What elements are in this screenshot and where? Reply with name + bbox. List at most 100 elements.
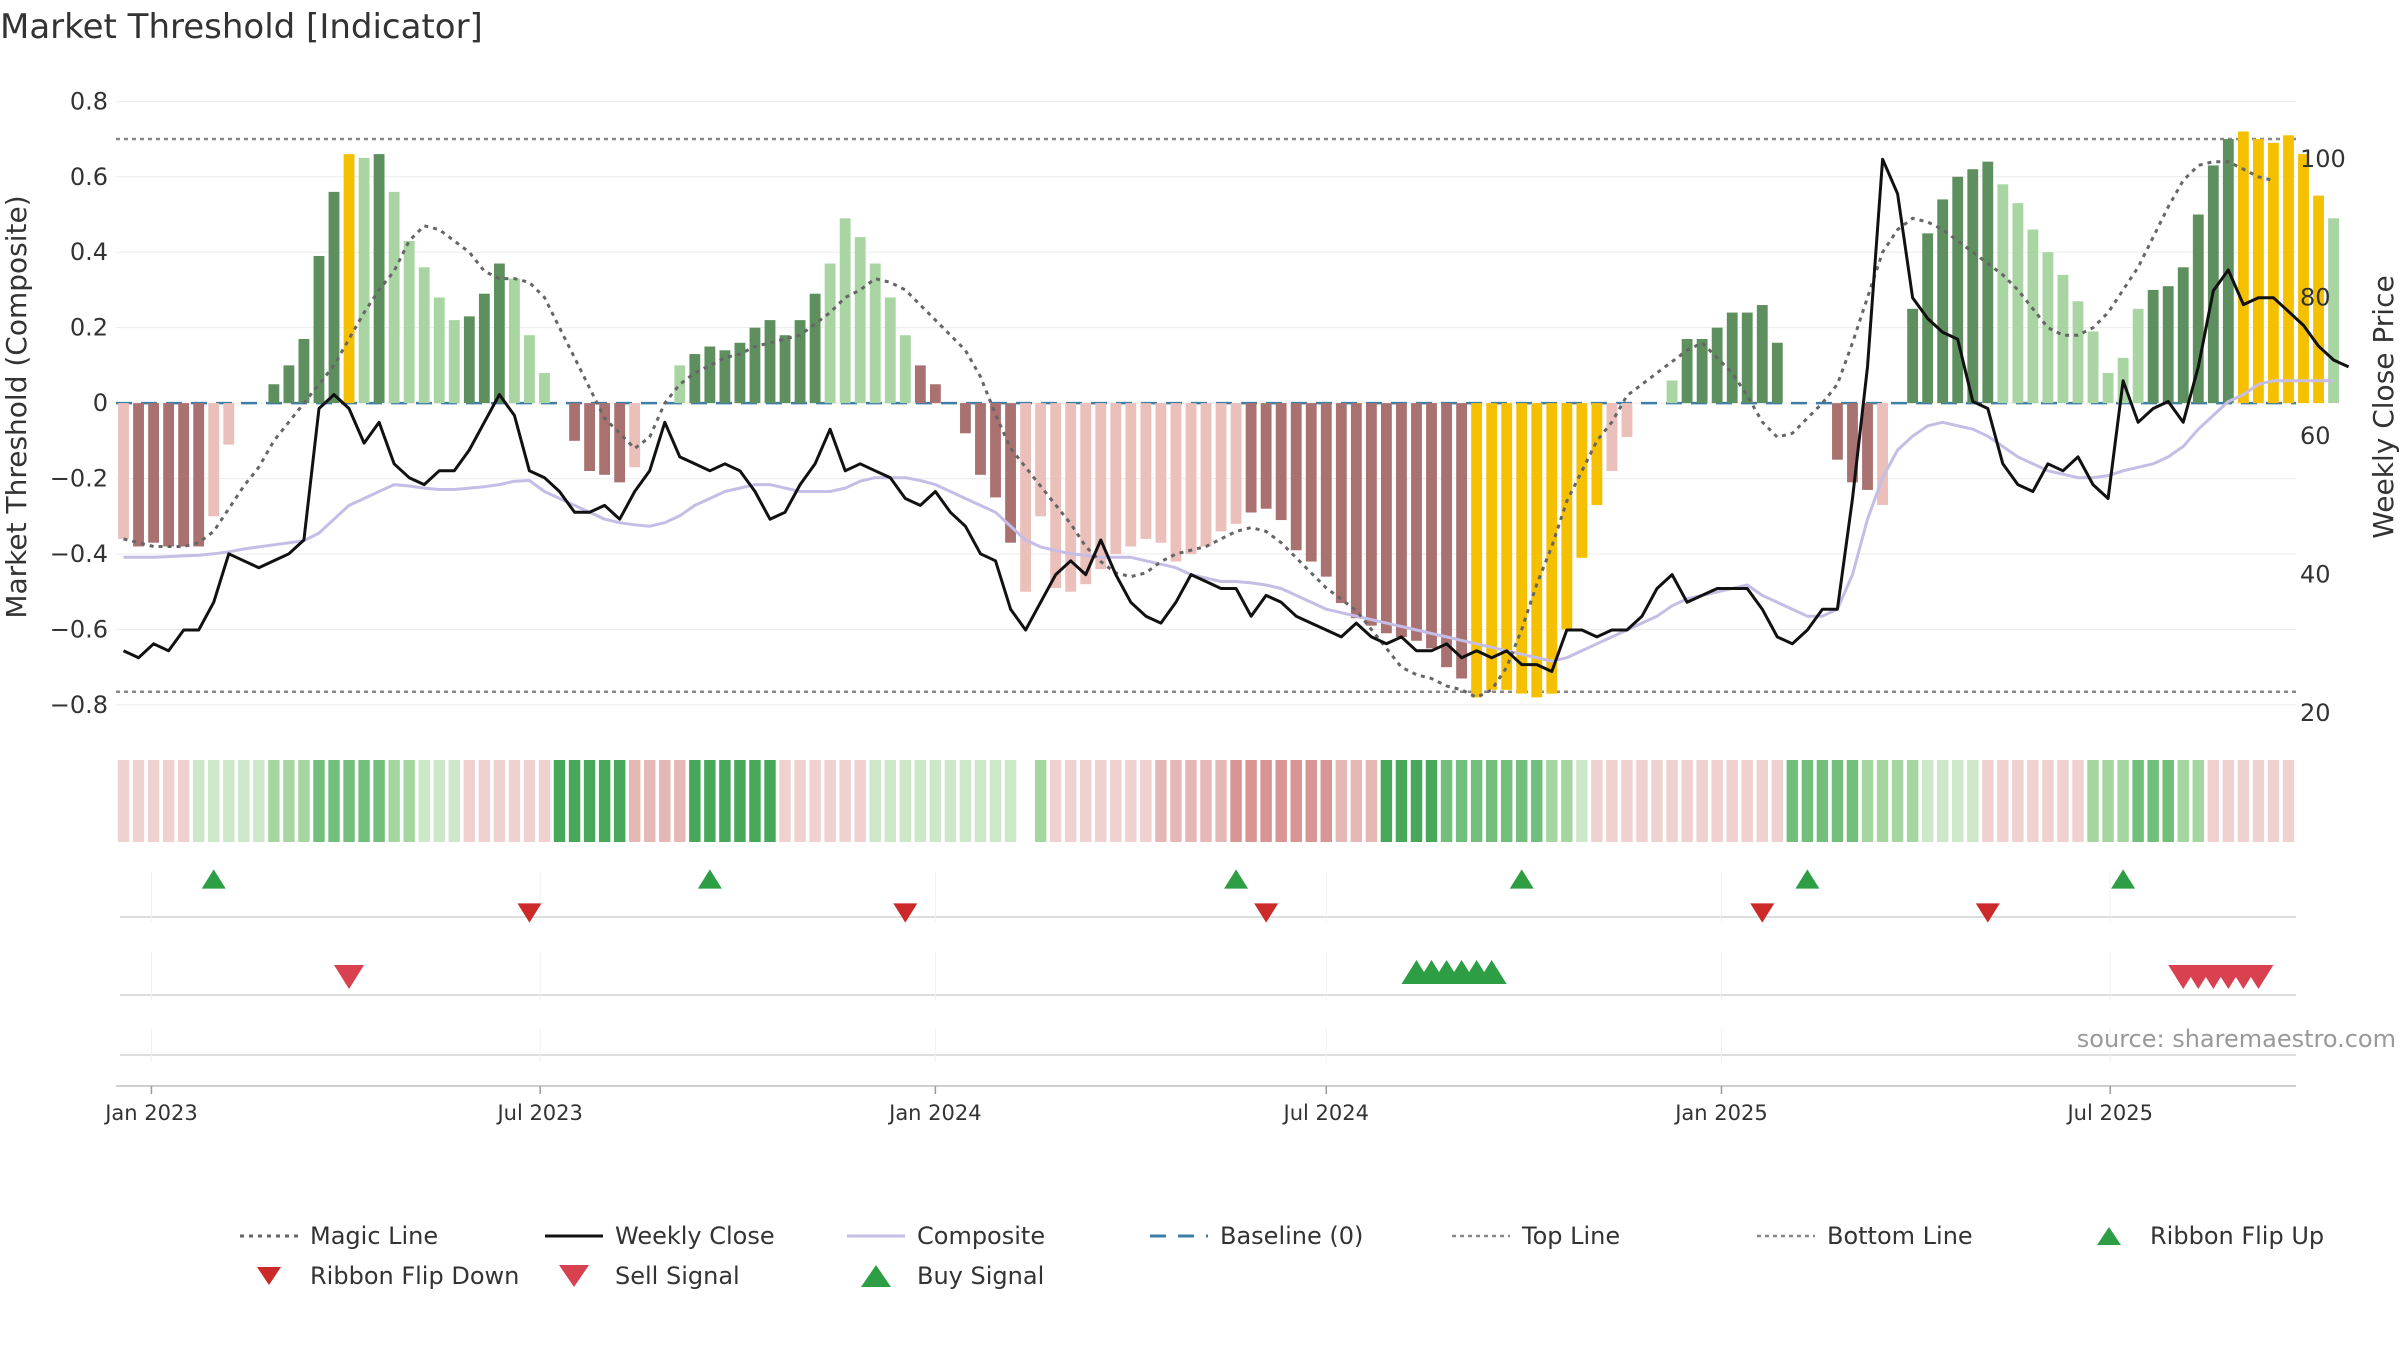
ribbon-cell (1756, 760, 1768, 842)
ribbon-cell (989, 760, 1002, 842)
composite-bar (268, 384, 280, 404)
legend-item-flipup: Ribbon Flip Up (2097, 1222, 2324, 1250)
composite-bar (854, 237, 866, 404)
composite-line (123, 379, 2334, 663)
ribbon-cell (1952, 760, 1964, 842)
ribbon-cell (1034, 760, 1047, 842)
ribbon-flip-up-marker (1509, 869, 1534, 889)
ribbon-cell (508, 760, 521, 842)
right-tick-label: 80 (2300, 284, 2331, 312)
composite-bar (1020, 403, 1031, 592)
ribbon-cell (1921, 760, 1934, 842)
ribbon-cell (1290, 760, 1302, 842)
ribbon-cell (1305, 760, 1317, 842)
composite-bar (509, 278, 520, 404)
x-tick-label: Jul 2025 (2065, 1101, 2152, 1125)
ribbon-cell (418, 760, 430, 842)
composite-bar (584, 403, 595, 472)
ribbon-cell (298, 760, 310, 842)
composite-bar (1471, 403, 1483, 698)
composite-bar (1606, 403, 1618, 472)
ribbon-cell (2072, 760, 2084, 842)
ribbon-cell (1936, 760, 1949, 842)
composite-bar (223, 403, 235, 445)
composite-bar (1320, 403, 1332, 577)
composite-bar (1726, 312, 1738, 404)
composite-bar (1832, 403, 1843, 460)
ribbon-cell (974, 760, 987, 842)
composite-bar (2072, 301, 2084, 404)
composite-bar (2298, 154, 2309, 404)
ribbon-cell (839, 760, 851, 842)
ribbon-cell (117, 760, 130, 842)
ribbon-cell (538, 760, 551, 842)
composite-bar (1200, 403, 1212, 547)
ribbon-cell (2162, 760, 2174, 842)
ribbon-cell (1741, 760, 1753, 842)
ribbon-cell (1260, 760, 1272, 842)
composite-bar (2027, 229, 2039, 404)
ribbon-cell (478, 760, 491, 842)
ribbon-cell (253, 760, 265, 842)
ribbon-cell (1365, 760, 1378, 842)
composite-bar (1230, 403, 1242, 524)
ribbon-cell (1531, 760, 1543, 842)
legend-swatch (559, 1265, 589, 1287)
ribbon-cell (2102, 760, 2114, 842)
ribbon-cell (1846, 760, 1859, 842)
ribbon-cell (1621, 760, 1633, 842)
composite-bar (929, 384, 941, 404)
ribbon-cell (1049, 760, 1062, 842)
composite-bar (2132, 308, 2144, 404)
composite-bar (614, 403, 626, 483)
composite-bar (884, 297, 896, 404)
magic-line (123, 160, 2274, 700)
ribbon-cell (583, 760, 596, 842)
ribbon-cell (358, 760, 370, 842)
ribbon-cell (929, 760, 942, 842)
ribbon-cell (2057, 760, 2069, 842)
ribbon-cell (1004, 760, 1017, 842)
composite-bar (794, 320, 806, 404)
ribbon-cell (177, 760, 190, 842)
composite-bar (478, 293, 490, 404)
composite-bar (1546, 403, 1558, 694)
left-tick-label: 0.4 (70, 238, 108, 266)
ribbon-cell (884, 760, 896, 842)
ribbon-cell (1576, 760, 1588, 842)
composite-bar (2283, 135, 2294, 404)
composite-bar (358, 157, 370, 404)
composite-bar (1621, 403, 1633, 438)
composite-bar (1982, 161, 1994, 404)
ribbon-cell (1080, 760, 1092, 842)
ribbon-cell (1500, 760, 1513, 842)
sell-signal-marker (2243, 965, 2274, 989)
legend-label: Weekly Close (615, 1222, 775, 1250)
composite-bar (2042, 252, 2054, 404)
ribbon-cell (1064, 760, 1077, 842)
legend-swatch (257, 1267, 281, 1285)
ribbon-cell (1967, 760, 1979, 842)
ribbon-cell (1906, 760, 1919, 842)
ribbon-cell (628, 760, 641, 842)
composite-bar (163, 403, 175, 547)
composite-bar (1140, 403, 1152, 539)
chart-title: Market Threshold [Indicator] (0, 7, 483, 47)
composite-bar (1771, 342, 1783, 404)
composite-bar (1050, 403, 1062, 588)
composite-bar (1937, 199, 1949, 404)
composite-bar (328, 191, 340, 404)
ribbon-cell (1546, 760, 1558, 842)
ribbon-cell (1320, 760, 1332, 842)
x-tick-label: Jul 2024 (1282, 1101, 1369, 1125)
composite-bar (418, 267, 430, 404)
composite-bar (1260, 403, 1272, 509)
composite-bar (809, 293, 821, 404)
composite-bar (914, 365, 926, 404)
ribbon-cell (2237, 760, 2250, 842)
composite-bar (1847, 403, 1858, 483)
ribbon-cell (1876, 760, 1889, 842)
composite-bar (1711, 327, 1723, 404)
ribbon-cell (1140, 760, 1152, 842)
composite-bar (2207, 165, 2219, 404)
